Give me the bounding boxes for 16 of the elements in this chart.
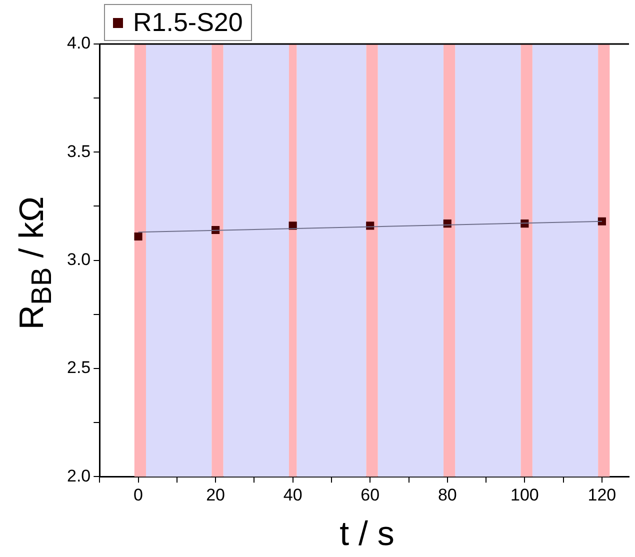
x-tick-label: 100 <box>510 485 539 504</box>
y-tick-label: 2.0 <box>66 466 91 486</box>
x-tick-label: 40 <box>283 485 302 504</box>
x-tick-label: 0 <box>134 485 144 504</box>
x-tick-label: 80 <box>438 485 457 504</box>
x-tick-label: 20 <box>206 485 226 504</box>
y-tick-label: 3.0 <box>66 250 91 269</box>
y-tick-label: 2.5 <box>66 358 91 378</box>
point <box>598 217 606 226</box>
point <box>134 232 142 241</box>
x-tick-label: 60 <box>360 485 380 504</box>
x-tick-label: 120 <box>588 485 616 504</box>
y-tick-label: 4.0 <box>66 34 91 53</box>
x-axis-title: t / s <box>338 515 396 554</box>
legend-label: R1.5-S20 <box>133 7 243 38</box>
y-tick-label: 3.5 <box>66 142 91 161</box>
